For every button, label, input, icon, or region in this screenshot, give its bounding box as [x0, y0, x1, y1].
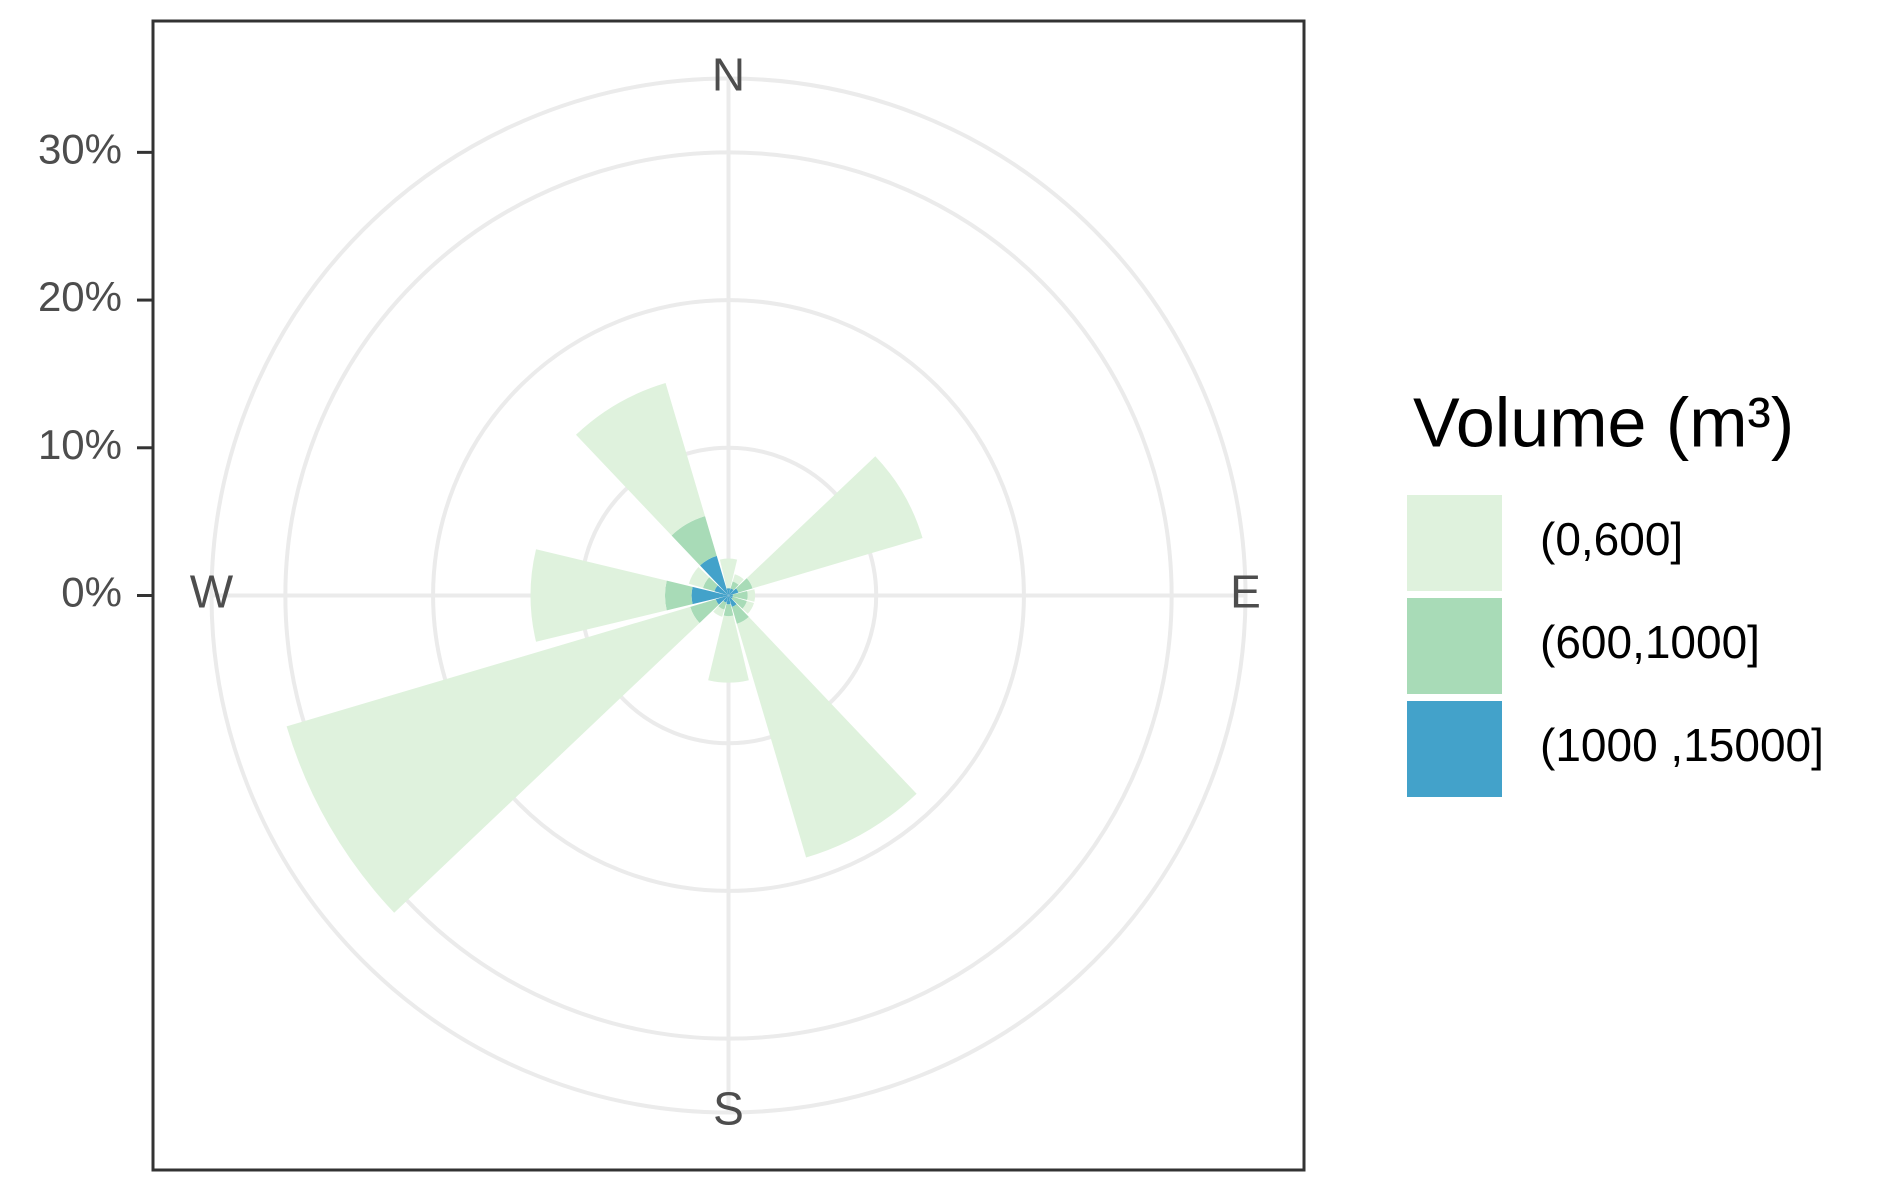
wedge	[575, 383, 706, 536]
legend-key	[1407, 495, 1502, 591]
legend: (0,600] (600,1000] (1000 ,15000]	[1407, 495, 1824, 797]
wedge	[530, 549, 667, 642]
wedge	[715, 595, 729, 605]
wedge	[742, 600, 754, 614]
wedge	[718, 600, 727, 610]
wedge	[723, 595, 729, 603]
legend-key	[1407, 598, 1502, 694]
wedge	[723, 604, 734, 617]
wedge	[690, 599, 719, 623]
wedge	[731, 604, 749, 624]
direction-label: S	[713, 1083, 744, 1135]
wedge	[728, 588, 739, 596]
legend-title: Volume (m³)	[1413, 383, 1794, 461]
wedge	[691, 586, 729, 605]
wedge	[708, 615, 749, 683]
legend-key	[1407, 701, 1502, 797]
legend-label: (0,600]	[1540, 513, 1683, 565]
wedge	[728, 588, 734, 596]
wedge	[700, 555, 729, 596]
y-tick-label: 10%	[38, 421, 122, 468]
wedge	[664, 580, 693, 611]
y-tick-label: 0%	[61, 569, 122, 616]
direction-label: N	[712, 49, 745, 101]
wedge	[726, 588, 731, 596]
wedge	[726, 595, 731, 605]
wedge	[688, 567, 710, 588]
legend-label: (1000 ,15000]	[1540, 719, 1824, 771]
wedge	[730, 581, 739, 591]
direction-label: E	[1230, 566, 1261, 618]
wedge	[286, 606, 700, 913]
labels: 0% 10% 20% 30% N E S W	[38, 49, 1261, 1135]
y-tick-label: 20%	[38, 273, 122, 320]
wedge	[732, 591, 748, 600]
wedge	[671, 516, 717, 566]
bars	[286, 383, 923, 913]
wedge	[746, 456, 923, 589]
wedge	[714, 585, 729, 596]
wedge	[736, 578, 753, 593]
wedge	[747, 589, 756, 602]
legend-label: (600,1000]	[1540, 616, 1760, 668]
wedge	[732, 574, 744, 585]
direction-label: W	[190, 566, 234, 618]
y-tick-label: 30%	[38, 125, 122, 172]
wedge	[719, 558, 738, 589]
wedge	[736, 616, 917, 858]
wedge	[728, 595, 737, 607]
wedge	[713, 606, 725, 617]
wedge	[728, 595, 733, 599]
wedge	[703, 577, 718, 592]
wedge	[728, 594, 733, 597]
wedge	[731, 596, 747, 609]
